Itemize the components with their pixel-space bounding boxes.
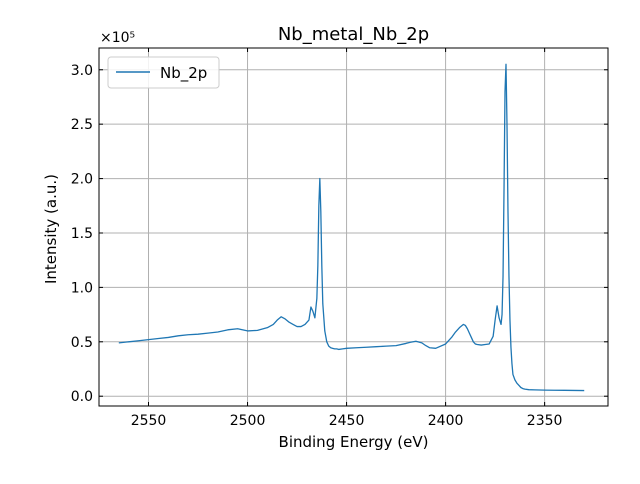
chart-title: Nb_metal_Nb_2p [278,24,429,45]
x-tick-label: 2550 [131,413,167,429]
x-tick-label: 2350 [527,413,563,429]
series-line-nb-2p [118,63,585,392]
plot-frame [98,47,609,407]
y-tick-label: 0.0 [71,389,93,405]
y-tick-label: 0.5 [71,335,93,351]
x-tick-label: 2400 [428,413,464,429]
grid-lines [99,48,608,406]
y-tick-label: 1.0 [71,280,93,296]
y-axis-label: Intensity (a.u.) [42,174,60,284]
legend: Nb_2p [107,56,220,89]
x-axis-label: Binding Energy (eV) [279,433,429,451]
y-tick-label: 1.5 [71,226,93,242]
y-tick-label: 2.0 [71,172,93,188]
y-multiplier-label: ×10⁵ [100,30,135,46]
series-layer [118,63,585,392]
axis-ticks: 2550 2500 2450 2400 2350 0.0 0.5 1.0 1.5 2.0 2.5 3.… [71,48,608,429]
y-tick-label: 2.5 [71,117,93,133]
legend-label-nb-2p: Nb_2p [160,64,207,83]
y-tick-label: 3.0 [71,63,93,79]
x-tick-label: 2500 [230,413,266,429]
legend-box [107,56,220,89]
x-tick-label: 2450 [329,413,365,429]
